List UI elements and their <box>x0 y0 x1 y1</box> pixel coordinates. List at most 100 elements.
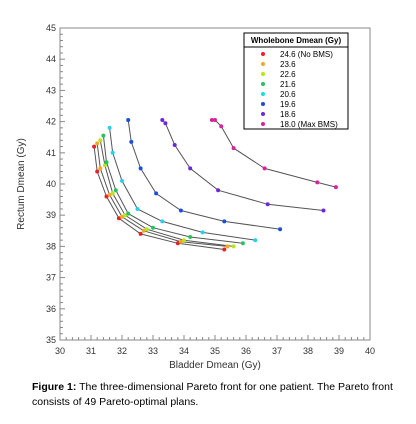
x-tick-label: 34 <box>179 346 189 356</box>
legend-entry-label: 18.0 (Max BMS) <box>280 120 338 129</box>
y-tick-label: 44 <box>46 54 56 64</box>
y-tick-label: 36 <box>46 304 56 314</box>
data-point <box>182 238 186 243</box>
data-point <box>98 166 103 171</box>
x-tick-label: 40 <box>365 346 375 356</box>
data-point <box>265 202 270 207</box>
data-point <box>92 144 97 149</box>
data-point <box>113 188 118 193</box>
data-point <box>141 228 146 233</box>
data-point <box>219 124 224 129</box>
data-point <box>116 216 121 221</box>
legend-entry-label: 19.6 <box>280 100 296 109</box>
data-point <box>98 138 103 143</box>
data-point <box>110 150 115 155</box>
data-point <box>188 166 193 171</box>
legend-entry-label: 21.6 <box>280 80 296 89</box>
legend-marker <box>261 62 265 66</box>
y-tick-label: 35 <box>46 335 56 345</box>
data-point <box>315 180 320 185</box>
legend-entry-label: 18.6 <box>280 110 296 119</box>
y-tick-label: 38 <box>46 241 56 251</box>
data-point <box>163 121 168 126</box>
pareto-curve <box>96 143 228 247</box>
data-point <box>101 133 106 138</box>
data-point <box>95 169 100 174</box>
legend-marker <box>261 72 265 76</box>
data-point <box>231 244 236 249</box>
caption-label: Figure 1: <box>32 381 77 393</box>
data-point <box>126 211 131 216</box>
data-point <box>321 208 326 213</box>
data-point <box>144 227 149 232</box>
data-point <box>188 235 193 239</box>
data-point <box>253 238 258 243</box>
pareto-curve <box>99 140 234 247</box>
figure-caption: Figure 1: The three-dimensional Pareto f… <box>32 380 402 410</box>
data-point <box>110 191 115 196</box>
data-point <box>102 163 107 168</box>
y-tick-label: 40 <box>46 179 56 189</box>
data-point <box>231 146 236 151</box>
legend-marker <box>261 52 265 56</box>
pareto-curve <box>127 119 281 230</box>
legend-entry-label: 23.6 <box>280 60 296 69</box>
x-axis-label: Bladder Dmean (Gy) <box>169 360 261 371</box>
pareto-curve <box>211 119 337 188</box>
data-point <box>126 118 131 122</box>
data-point <box>172 143 177 147</box>
data-point <box>123 213 128 218</box>
pareto-curve <box>161 119 324 211</box>
data-points <box>92 118 338 252</box>
data-point <box>138 166 143 171</box>
data-point <box>107 192 112 197</box>
legend-items: 24.6 (No BMS)23.622.621.620.619.618.618.… <box>261 50 338 129</box>
data-point <box>138 231 143 236</box>
y-tick-label: 45 <box>46 23 56 33</box>
y-tick-label: 37 <box>46 273 56 283</box>
legend-marker <box>261 92 265 96</box>
data-point <box>160 219 165 224</box>
y-axis-label: Rectum Dmean (Gy) <box>16 138 27 230</box>
data-point <box>129 139 134 144</box>
data-point <box>178 208 183 213</box>
data-point <box>160 118 165 122</box>
y-tick-label: 41 <box>46 148 56 158</box>
x-tick-label: 37 <box>272 346 282 356</box>
legend-marker <box>261 102 265 106</box>
x-tick-label: 35 <box>210 346 220 356</box>
data-point <box>240 241 245 246</box>
data-point <box>222 219 227 224</box>
data-point <box>154 191 159 196</box>
data-point <box>278 227 283 232</box>
data-point <box>120 214 124 219</box>
data-point <box>175 241 180 246</box>
x-tick-label: 32 <box>117 346 127 356</box>
x-tick-label: 30 <box>55 346 65 356</box>
data-point <box>262 166 267 171</box>
data-point <box>178 239 183 244</box>
data-point <box>213 118 217 122</box>
pareto-curves <box>93 119 337 250</box>
legend-entry-label: 22.6 <box>280 70 296 79</box>
data-point <box>104 194 109 199</box>
y-tick-label: 43 <box>46 85 56 95</box>
legend-marker <box>261 82 265 86</box>
data-point <box>104 160 109 165</box>
data-point <box>222 247 227 252</box>
x-tick-label: 36 <box>241 346 251 356</box>
x-tick-label: 33 <box>148 346 158 356</box>
data-point <box>200 230 205 235</box>
y-tick-label: 42 <box>46 117 56 127</box>
legend-title: Wholebone Dmean (Gy) <box>251 36 342 45</box>
data-point <box>95 141 100 146</box>
legend: Wholebone Dmean (Gy) 24.6 (No BMS)23.622… <box>243 32 349 130</box>
data-point <box>209 118 214 122</box>
axes: 30 31 32 33 34 35 36 37 38 39 40 35 36 37 38 39 40 41 42 43… <box>46 23 375 356</box>
data-point <box>120 178 124 183</box>
data-point <box>216 188 221 193</box>
data-point <box>151 225 155 230</box>
data-point <box>333 185 338 190</box>
legend-entry-label: 24.6 (No BMS) <box>280 50 333 59</box>
data-point <box>135 207 140 211</box>
